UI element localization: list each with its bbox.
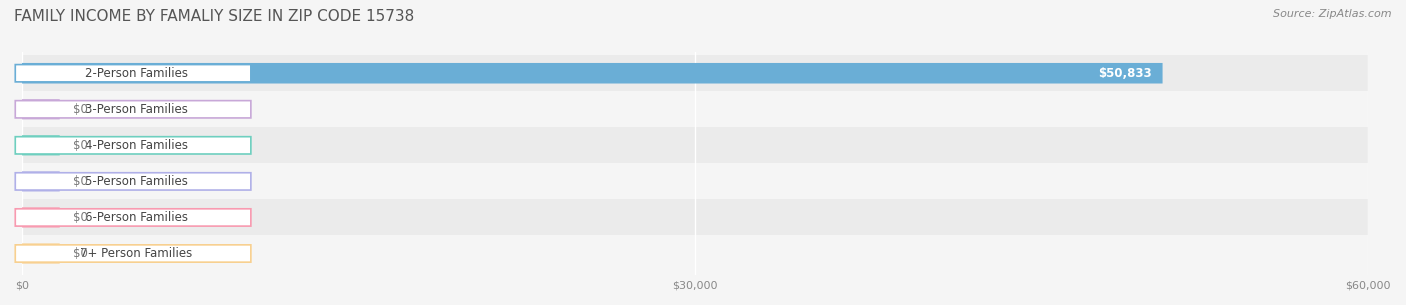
Text: $0: $0 <box>73 211 89 224</box>
FancyBboxPatch shape <box>15 245 250 262</box>
Text: $0: $0 <box>73 175 89 188</box>
Text: $0: $0 <box>73 139 89 152</box>
Text: 3-Person Families: 3-Person Families <box>84 103 188 116</box>
FancyBboxPatch shape <box>22 135 59 156</box>
Text: $50,833: $50,833 <box>1098 67 1152 80</box>
Bar <box>22 235 1368 271</box>
FancyBboxPatch shape <box>22 243 59 264</box>
Bar <box>22 163 1368 199</box>
Text: 2-Person Families: 2-Person Families <box>84 67 188 80</box>
Text: 7+ Person Families: 7+ Person Families <box>80 247 193 260</box>
FancyBboxPatch shape <box>15 65 250 82</box>
FancyBboxPatch shape <box>15 173 250 190</box>
Bar <box>22 91 1368 127</box>
Text: 4-Person Families: 4-Person Families <box>84 139 188 152</box>
FancyBboxPatch shape <box>15 137 250 154</box>
FancyBboxPatch shape <box>15 101 250 118</box>
FancyBboxPatch shape <box>22 207 59 228</box>
Text: $0: $0 <box>73 103 89 116</box>
FancyBboxPatch shape <box>22 99 59 119</box>
Bar <box>22 127 1368 163</box>
Text: 6-Person Families: 6-Person Families <box>84 211 188 224</box>
FancyBboxPatch shape <box>22 171 59 192</box>
Text: 5-Person Families: 5-Person Families <box>84 175 188 188</box>
Text: Source: ZipAtlas.com: Source: ZipAtlas.com <box>1274 9 1392 19</box>
Bar <box>22 199 1368 235</box>
FancyBboxPatch shape <box>22 63 1163 84</box>
Text: $0: $0 <box>73 247 89 260</box>
FancyBboxPatch shape <box>15 209 250 226</box>
Text: FAMILY INCOME BY FAMALIY SIZE IN ZIP CODE 15738: FAMILY INCOME BY FAMALIY SIZE IN ZIP COD… <box>14 9 415 24</box>
Bar <box>22 55 1368 91</box>
